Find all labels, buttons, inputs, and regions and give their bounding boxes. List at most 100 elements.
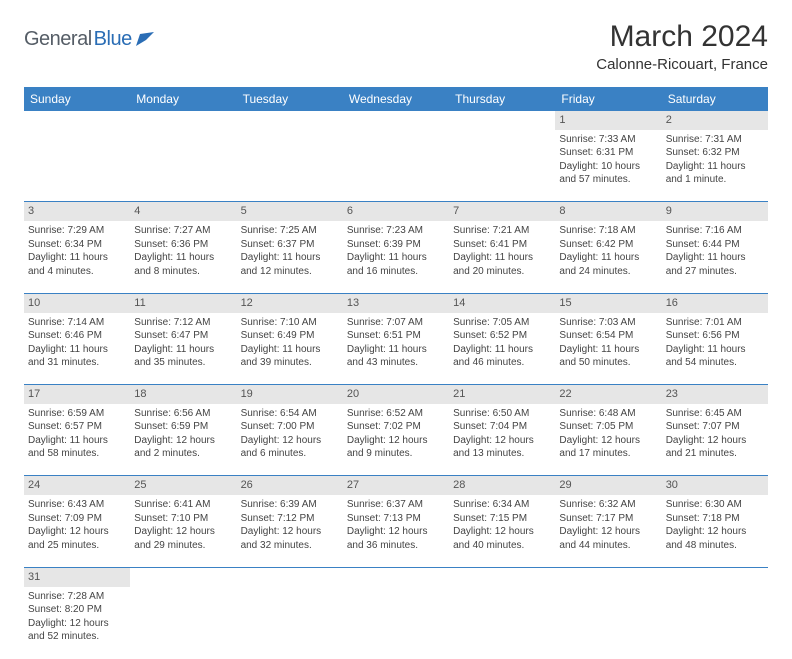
day-line: Sunrise: 6:32 AM [559, 498, 657, 512]
day-number: 7 [449, 202, 555, 221]
day-line: and 36 minutes. [347, 539, 445, 553]
day-number: 18 [130, 385, 236, 404]
day-line: and 52 minutes. [28, 630, 126, 644]
day-line: Sunrise: 7:21 AM [453, 224, 551, 238]
day-line: and 2 minutes. [134, 447, 232, 461]
day-line: Daylight: 11 hours [241, 343, 339, 357]
day-cell: Sunrise: 6:32 AMSunset: 7:17 PMDaylight:… [555, 495, 661, 567]
day-line: Sunrise: 7:01 AM [666, 316, 764, 330]
day-line: Sunrise: 7:33 AM [559, 133, 657, 147]
weekday-header: Thursday [449, 87, 555, 111]
location: Calonne-Ricouart, France [596, 56, 768, 73]
day-number: 28 [449, 476, 555, 495]
day-line: Daylight: 11 hours [28, 434, 126, 448]
day-line: and 35 minutes. [134, 356, 232, 370]
day-number [343, 111, 449, 130]
day-number: 15 [555, 293, 661, 312]
day-line: Sunset: 6:54 PM [559, 329, 657, 343]
day-number: 12 [237, 293, 343, 312]
day-cell: Sunrise: 7:12 AMSunset: 6:47 PMDaylight:… [130, 313, 236, 385]
day-line: Sunrise: 7:29 AM [28, 224, 126, 238]
day-number: 31 [24, 567, 130, 586]
day-line: Sunset: 6:46 PM [28, 329, 126, 343]
day-line: Sunset: 7:17 PM [559, 512, 657, 526]
calendar-table: Sunday Monday Tuesday Wednesday Thursday… [24, 87, 768, 659]
day-line: and 57 minutes. [559, 173, 657, 187]
day-content-row: Sunrise: 7:28 AMSunset: 8:20 PMDaylight:… [24, 587, 768, 659]
day-line: Sunrise: 6:37 AM [347, 498, 445, 512]
day-line: Sunset: 7:00 PM [241, 420, 339, 434]
day-number: 9 [662, 202, 768, 221]
day-content-row: Sunrise: 7:14 AMSunset: 6:46 PMDaylight:… [24, 313, 768, 385]
day-line: Sunset: 6:34 PM [28, 238, 126, 252]
day-content-row: Sunrise: 6:59 AMSunset: 6:57 PMDaylight:… [24, 404, 768, 476]
day-line: and 12 minutes. [241, 265, 339, 279]
day-number [130, 567, 236, 586]
day-cell: Sunrise: 7:21 AMSunset: 6:41 PMDaylight:… [449, 221, 555, 293]
day-line: Daylight: 12 hours [134, 525, 232, 539]
day-number [237, 567, 343, 586]
day-line: Sunset: 6:44 PM [666, 238, 764, 252]
day-line: Sunset: 7:12 PM [241, 512, 339, 526]
day-line: and 27 minutes. [666, 265, 764, 279]
day-line: Sunset: 6:32 PM [666, 146, 764, 160]
day-line: Sunrise: 6:39 AM [241, 498, 339, 512]
day-line: and 43 minutes. [347, 356, 445, 370]
day-line: Daylight: 12 hours [241, 525, 339, 539]
day-line: Sunset: 6:36 PM [134, 238, 232, 252]
day-line: Sunset: 7:15 PM [453, 512, 551, 526]
day-number-row: 10111213141516 [24, 293, 768, 312]
day-line: and 20 minutes. [453, 265, 551, 279]
day-line: Sunset: 6:52 PM [453, 329, 551, 343]
day-line: Sunrise: 6:54 AM [241, 407, 339, 421]
day-line: Daylight: 11 hours [666, 160, 764, 174]
day-number: 19 [237, 385, 343, 404]
day-line: and 29 minutes. [134, 539, 232, 553]
day-line: Sunset: 7:02 PM [347, 420, 445, 434]
day-line: Daylight: 11 hours [28, 343, 126, 357]
day-line: Sunset: 7:07 PM [666, 420, 764, 434]
day-number [449, 111, 555, 130]
day-cell: Sunrise: 7:28 AMSunset: 8:20 PMDaylight:… [24, 587, 130, 659]
day-cell: Sunrise: 6:52 AMSunset: 7:02 PMDaylight:… [343, 404, 449, 476]
day-cell: Sunrise: 7:07 AMSunset: 6:51 PMDaylight:… [343, 313, 449, 385]
day-cell [449, 130, 555, 202]
day-line: Sunrise: 7:12 AM [134, 316, 232, 330]
day-cell: Sunrise: 7:29 AMSunset: 6:34 PMDaylight:… [24, 221, 130, 293]
day-cell [343, 587, 449, 659]
day-cell: Sunrise: 6:56 AMSunset: 6:59 PMDaylight:… [130, 404, 236, 476]
day-cell [130, 130, 236, 202]
day-line: and 8 minutes. [134, 265, 232, 279]
day-cell: Sunrise: 7:27 AMSunset: 6:36 PMDaylight:… [130, 221, 236, 293]
day-line: Sunrise: 7:28 AM [28, 590, 126, 604]
day-line: and 24 minutes. [559, 265, 657, 279]
day-cell [237, 130, 343, 202]
day-line: Sunset: 7:18 PM [666, 512, 764, 526]
day-line: and 25 minutes. [28, 539, 126, 553]
day-number [24, 111, 130, 130]
day-number: 26 [237, 476, 343, 495]
day-number [662, 567, 768, 586]
day-cell: Sunrise: 7:25 AMSunset: 6:37 PMDaylight:… [237, 221, 343, 293]
day-cell: Sunrise: 7:14 AMSunset: 6:46 PMDaylight:… [24, 313, 130, 385]
day-line: Sunrise: 7:10 AM [241, 316, 339, 330]
day-number: 27 [343, 476, 449, 495]
flag-icon [136, 32, 154, 46]
day-line: Sunrise: 7:16 AM [666, 224, 764, 238]
logo-text-blue: Blue [94, 28, 132, 51]
day-line: and 4 minutes. [28, 265, 126, 279]
day-line: Sunrise: 6:34 AM [453, 498, 551, 512]
day-line: and 13 minutes. [453, 447, 551, 461]
day-number: 2 [662, 111, 768, 130]
day-line: Sunrise: 7:18 AM [559, 224, 657, 238]
day-number-row: 17181920212223 [24, 385, 768, 404]
day-number-row: 31 [24, 567, 768, 586]
day-number [343, 567, 449, 586]
day-line: and 39 minutes. [241, 356, 339, 370]
day-line: Sunrise: 6:45 AM [666, 407, 764, 421]
day-number: 4 [130, 202, 236, 221]
day-line: and 50 minutes. [559, 356, 657, 370]
day-line: Daylight: 12 hours [347, 434, 445, 448]
day-number: 3 [24, 202, 130, 221]
day-number: 22 [555, 385, 661, 404]
